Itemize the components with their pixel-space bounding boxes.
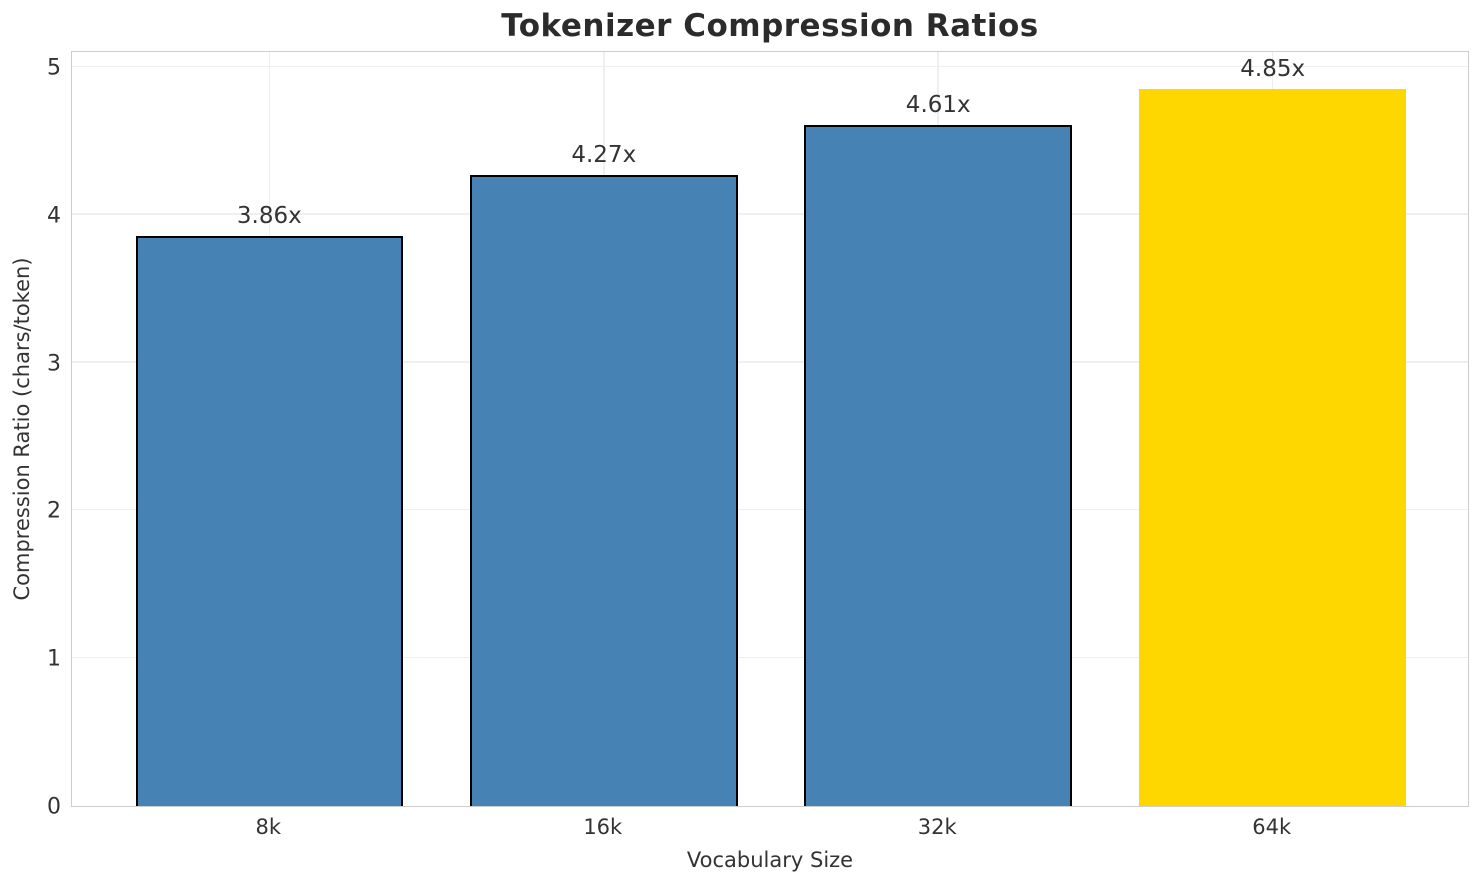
bar-value-label-8k: 3.86x <box>236 202 302 229</box>
bar-32k <box>804 124 1072 806</box>
y-axis-label: Compression Ratio (chars/token) <box>10 257 34 601</box>
y-axis-label-container: Compression Ratio (chars/token) <box>0 51 44 807</box>
y-tick-label-0: 0 <box>47 794 61 820</box>
bar-64k <box>1138 89 1407 806</box>
gridline-horizontal-y3 <box>72 361 1468 363</box>
y-tick-label-5: 5 <box>47 55 61 81</box>
x-tick-label-16k: 16k <box>583 815 623 839</box>
bar-8k <box>135 235 404 806</box>
bar-16k <box>469 174 738 806</box>
x-tick-label-64k: 64k <box>1252 815 1292 839</box>
bar-value-label-64k: 4.85x <box>1240 56 1306 83</box>
bar-value-label-16k: 4.27x <box>571 141 637 168</box>
y-tick-label-1: 1 <box>47 646 61 672</box>
x-axis-label: Vocabulary Size <box>686 848 854 872</box>
chart-title: Tokenizer Compression Ratios <box>501 8 1039 44</box>
gridline-horizontal-y5 <box>72 65 1468 67</box>
bar-value-label-32k: 4.61x <box>905 91 971 118</box>
y-tick-label-4: 4 <box>47 203 61 229</box>
plot-area: 3.86x 4.27x 4.61x 4.85x <box>71 51 1469 807</box>
gridline-horizontal-y2 <box>72 508 1468 511</box>
y-tick-label-3: 3 <box>47 351 61 377</box>
x-tick-label-32k: 32k <box>917 815 957 839</box>
y-tick-label-2: 2 <box>47 498 61 524</box>
x-tick-label-8k: 8k <box>255 815 282 839</box>
gridline-horizontal-y4 <box>72 213 1468 215</box>
gridline-horizontal-y1 <box>72 656 1468 659</box>
